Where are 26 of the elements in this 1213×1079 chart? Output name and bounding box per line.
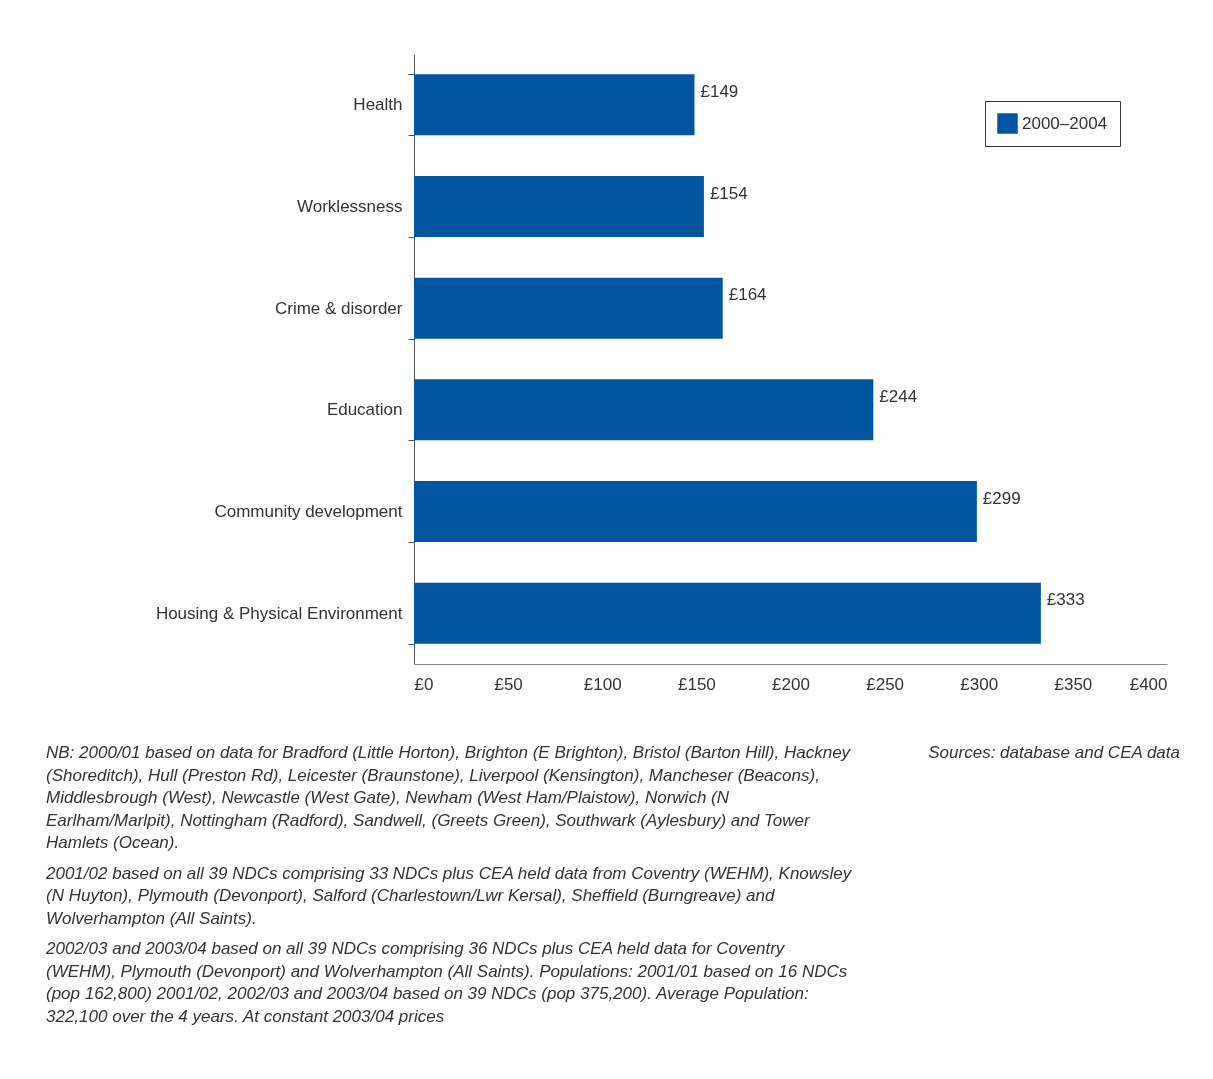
legend-label: 2000–2004 [1022,113,1108,133]
text: 2001/02 based on all 39 NDCs comprising 33 NDCs plus CEA held data from Coventry (WEHM), Knowsley (N Huyton), Plymouth (Devonport), Salford (Charlestown/Lwr Kersal), Sheffield (Burngreave) and Wolverhampton (All Saints). [46,862,853,930]
x-tick-label: £400 [1129,674,1168,694]
text: NB: 2000/01 based on data for Bradford (Little Horton), Brighton (E Brighton), Bristol (Barton Hill), Hackney (Shoreditch), Hull (Preston Rd), Leicester (Braunstone), Liverpool (Kensington), Mancheser (Beacons), Middlesbrough (West), Newcastle (West Gate), Newham (West Ham/Plaistow), Norwich (N Earlham/Marlpit), Nottingham (Radford), Sandwell, (Greets Green), Southwark (Aylesbury) and Tower Hamlets (Ocean). [46,742,852,854]
data-label: £164 [728,285,767,305]
x-tick-label: £50 [494,674,523,694]
y-tick-label: Housing & Physical Environment [155,603,403,623]
data-label: £154 [709,183,748,203]
source-note: Sources: database and CEA data [927,742,1180,764]
text: 2002/03 and 2003/04 based on all 39 NDCs comprising 36 NDCs plus CEA held data for Coventry (WEHM), Plymouth (Devonport) and Wolverhampton (All Saints). Populations: 2001/01 based on 16 NDCs (pop 162,800) 2001/02, 2002/03 and 2003/04 based on 39 NDCs (pop 375,200). Average Population: 322,100 over the 4 years. At constant 2003/04 prices [46,938,849,1028]
x-tick-label: £300 [960,674,999,694]
data-label: £333 [1046,590,1085,610]
x-tick-label: £0 [414,674,434,694]
data-label: £149 [700,81,739,101]
y-tick-label: Community development [214,502,403,521]
x-tick-label: £150 [677,674,716,694]
x-tick-label: £100 [583,674,622,694]
x-tick-label: £200 [772,674,810,694]
x-tick-label: £350 [1054,674,1093,694]
x-tick-label: £250 [866,674,905,694]
y-tick-label: Worklessness [297,197,403,216]
y-tick-label: Health [353,95,403,115]
y-tick-label: Crime & disorder [274,298,403,318]
data-label: £244 [879,386,918,406]
data-label: £299 [982,488,1021,508]
y-tick-label: Education [326,400,403,420]
